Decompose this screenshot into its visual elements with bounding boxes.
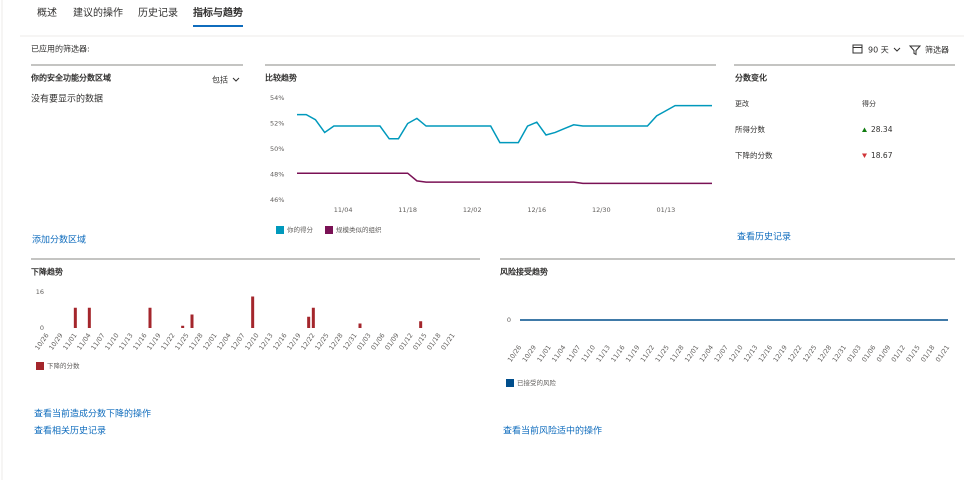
chevron: [893, 47, 901, 52]
bar: [73, 307, 77, 328]
x-tick-label: 11/19: [624, 344, 641, 364]
x-tick-label: 12/16: [527, 206, 546, 214]
bar: [307, 316, 311, 328]
x-tick-label: 12/31: [831, 344, 848, 364]
filter-button[interactable]: 筛选器: [925, 45, 949, 55]
link[interactable]: 查看当前风险适中的操作: [503, 425, 602, 437]
time-range[interactable]: 90 天: [868, 46, 889, 55]
filters-label: 已应用的筛选器:: [31, 44, 90, 54]
chevron: [232, 77, 240, 82]
chart-title: 下降趋势: [31, 267, 63, 277]
x-tick-label: 12/22: [786, 344, 803, 364]
link[interactable]: 查看历史记录: [737, 231, 791, 243]
legend-label: 已接受的风险: [517, 378, 557, 387]
x-tick-label: 01/21: [439, 332, 456, 352]
x-tick-label: 12/16: [757, 344, 774, 364]
up-arrow: [862, 127, 867, 132]
bar: [190, 314, 194, 328]
x-tick-label: 11/25: [654, 344, 671, 364]
y-tick-label: 0: [507, 316, 511, 324]
bar: [87, 307, 91, 328]
x-tick-label: 01/09: [875, 344, 892, 364]
y-tick-label: 54%: [270, 94, 284, 102]
y-tick-label: 16: [36, 288, 44, 296]
row-value: 28.34: [871, 125, 893, 134]
link[interactable]: 添加分数区域: [32, 234, 86, 246]
x-tick-label: 11/04: [550, 344, 567, 364]
filter-icon: [908, 45, 922, 56]
y-tick-label: 48%: [270, 171, 284, 179]
bar: [148, 307, 152, 328]
y-tick-label: 46%: [270, 196, 284, 204]
x-tick-label: 11/13: [595, 344, 612, 364]
link[interactable]: 查看当前造成分数下降的操作: [34, 408, 151, 420]
tab[interactable]: 概述: [37, 6, 57, 19]
legend-swatch: [36, 362, 44, 370]
x-tick-label: 12/28: [816, 344, 833, 364]
row-label: 所得分数: [735, 124, 765, 134]
x-tick-label: 11/04: [334, 206, 353, 214]
x-tick-label: 11/01: [535, 344, 552, 364]
x-tick-label: 01/06: [860, 344, 877, 364]
x-tick-label: 11/07: [565, 344, 582, 364]
panel-title: 你的安全功能分数区域: [30, 73, 111, 83]
calendar-icon: [852, 44, 863, 54]
legend-label: 下降的分数: [47, 361, 80, 370]
legend-label: 你的得分: [287, 225, 314, 234]
down-arrow: [862, 153, 867, 158]
panel-title: 分数变化: [735, 73, 767, 83]
bar: [358, 323, 362, 328]
column-header: 得分: [862, 99, 876, 108]
x-tick-label: 01/03: [845, 344, 862, 364]
active-tab-underline: [193, 25, 243, 27]
link[interactable]: 查看相关历史记录: [34, 425, 106, 437]
bar: [311, 307, 315, 328]
y-tick-label: 52%: [270, 120, 284, 128]
bar: [181, 325, 185, 328]
tab[interactable]: 历史记录: [138, 7, 178, 19]
series-line: [297, 104, 712, 144]
x-tick-label: 01/13: [657, 206, 676, 214]
x-tick-label: 12/02: [463, 206, 482, 214]
series-line: [297, 172, 712, 185]
x-tick-label: 12/01: [683, 344, 700, 364]
bar: [251, 296, 255, 328]
x-tick-label: 10/26: [506, 344, 523, 364]
dropdown[interactable]: 包括: [212, 75, 228, 85]
x-tick-label: 01/21: [934, 344, 951, 364]
x-tick-label: 11/16: [609, 344, 626, 364]
chart-title: 风险接受趋势: [500, 267, 548, 277]
legend-swatch: [276, 226, 284, 234]
x-tick-label: 12/10: [727, 344, 744, 364]
x-tick-label: 11/22: [639, 344, 656, 364]
x-tick-label: 12/04: [698, 344, 715, 364]
legend-label: 规模类似的组织: [336, 225, 382, 234]
legend-swatch: [506, 379, 514, 387]
x-tick-label: 12/25: [801, 344, 818, 364]
row-value: 18.67: [871, 151, 893, 160]
legend-swatch: [325, 226, 333, 234]
x-tick-label: 01/12: [890, 344, 907, 364]
row-label: 下降的分数: [735, 150, 773, 160]
y-tick-label: 50%: [270, 145, 284, 153]
bar: [419, 321, 423, 328]
x-tick-label: 12/13: [742, 344, 759, 364]
x-tick-label: 11/28: [668, 344, 685, 364]
x-tick-label: 12/19: [772, 344, 789, 364]
chart-title: 比较趋势: [265, 73, 297, 83]
column-header: 更改: [735, 99, 749, 108]
tab[interactable]: 建议的操作: [73, 6, 123, 19]
x-tick-label: 12/07: [713, 344, 730, 364]
tab[interactable]: 指标与趋势: [193, 6, 243, 19]
x-tick-label: 12/30: [592, 206, 611, 214]
x-tick-label: 01/18: [919, 344, 936, 364]
x-tick-label: 10/29: [521, 344, 538, 364]
x-tick-label: 11/10: [580, 344, 597, 364]
empty-message: 没有要显示的数据: [31, 93, 103, 105]
y-tick-label: 0: [40, 324, 44, 332]
x-tick-label: 11/18: [398, 206, 417, 214]
x-tick-label: 01/15: [904, 344, 921, 364]
